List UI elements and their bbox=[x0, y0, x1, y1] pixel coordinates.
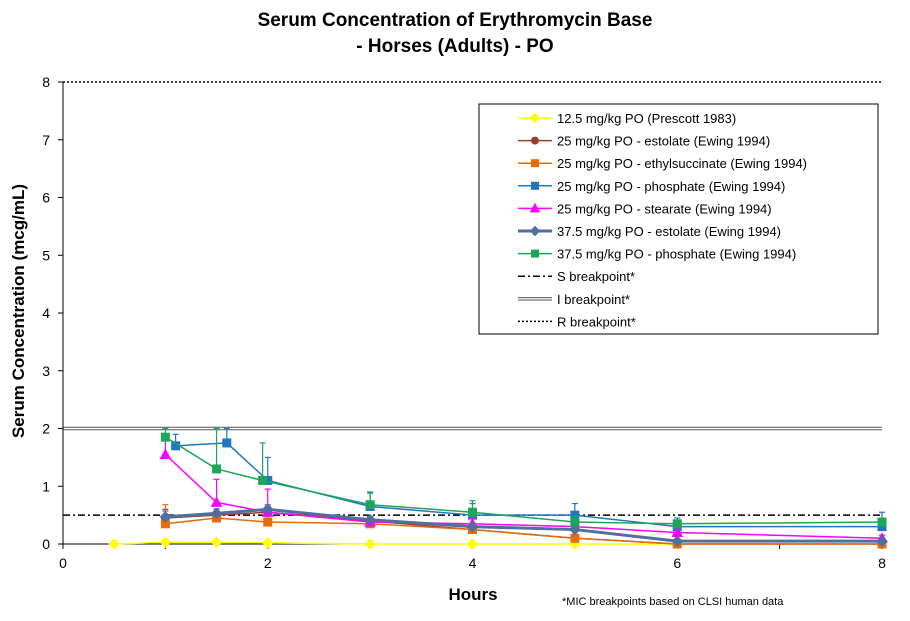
data-point bbox=[876, 535, 888, 547]
data-point bbox=[212, 464, 222, 474]
x-axis-label: Hours bbox=[448, 585, 497, 604]
series-line bbox=[165, 507, 882, 543]
legend-swatch-marker bbox=[531, 249, 539, 258]
data-point bbox=[570, 517, 580, 527]
series-line bbox=[175, 442, 882, 528]
y-tick-label: 4 bbox=[42, 305, 50, 321]
y-tick-label: 5 bbox=[42, 247, 50, 263]
chart-title-line-2: - Horses (Adults) - PO bbox=[356, 36, 553, 57]
legend-label: S breakpoint* bbox=[557, 269, 635, 284]
data-point bbox=[210, 496, 223, 507]
legend-swatch-marker bbox=[531, 136, 539, 145]
x-tick-label: 2 bbox=[264, 555, 272, 571]
y-tick-label: 0 bbox=[42, 536, 50, 552]
x-tick-label: 4 bbox=[469, 555, 477, 571]
data-point bbox=[466, 520, 479, 533]
data-point bbox=[262, 503, 274, 516]
legend-item-3: 25 mg/kg PO - ethylsuccinate (Ewing 1994… bbox=[518, 156, 807, 171]
data-point bbox=[263, 517, 273, 527]
legend-item-9: I breakpoint* bbox=[518, 292, 630, 307]
y-tick-label: 3 bbox=[42, 363, 50, 379]
data-point bbox=[159, 511, 172, 523]
y-tick-label: 1 bbox=[42, 478, 50, 494]
data-point bbox=[210, 507, 223, 520]
series-7 bbox=[160, 427, 887, 529]
chart-title-line-1: Serum Concentration of Erythromycin Base bbox=[258, 10, 653, 31]
data-point bbox=[877, 517, 887, 527]
legend-swatch-marker bbox=[529, 202, 541, 213]
legend-label: 12.5 mg/kg PO (Prescott 1983) bbox=[557, 111, 736, 126]
legend-swatch-marker bbox=[531, 159, 539, 168]
legend-item-6: 37.5 mg/kg PO - estolate (Ewing 1994) bbox=[518, 224, 781, 239]
legend-label: 25 mg/kg PO - estolate (Ewing 1994) bbox=[557, 134, 770, 149]
data-point bbox=[159, 536, 172, 548]
x-tick-label: 0 bbox=[59, 555, 67, 571]
legend-item-8: S breakpoint* bbox=[518, 269, 635, 284]
series-line bbox=[164, 436, 883, 525]
legend: 12.5 mg/kg PO (Prescott 1983) 25 mg/kg PO… bbox=[518, 111, 807, 329]
data-point bbox=[210, 536, 223, 548]
legend-swatch-marker bbox=[529, 112, 541, 124]
series-layer bbox=[108, 427, 888, 550]
legend-item-10: R breakpoint* bbox=[518, 314, 636, 329]
y-tick-label: 6 bbox=[42, 190, 50, 206]
legend-item-4: 25 mg/kg PO - phosphate (Ewing 1994) bbox=[518, 179, 785, 194]
y-tick-label: 7 bbox=[42, 132, 50, 148]
legend-label: 37.5 mg/kg PO - estolate (Ewing 1994) bbox=[557, 224, 781, 239]
series-line bbox=[114, 541, 678, 545]
data-point bbox=[364, 538, 376, 550]
legend-box bbox=[478, 103, 879, 335]
y-axis-label: Serum Concentration (mcg/mL) bbox=[9, 184, 28, 438]
data-point bbox=[222, 438, 232, 448]
x-tick-label: 6 bbox=[673, 555, 681, 571]
data-point bbox=[466, 538, 479, 550]
data-point bbox=[108, 538, 120, 550]
legend-label: 37.5 mg/kg PO - phosphate (Ewing 1994) bbox=[557, 247, 796, 262]
legend-label: I breakpoint* bbox=[557, 292, 630, 307]
legend-swatch-marker bbox=[529, 225, 541, 237]
data-point bbox=[569, 523, 581, 536]
legend-label: 25 mg/kg PO - phosphate (Ewing 1994) bbox=[557, 179, 785, 194]
ref-line-2 bbox=[63, 426, 882, 431]
legend-label: 25 mg/kg PO - ethylsuccinate (Ewing 1994… bbox=[557, 156, 807, 171]
legend-swatch-line bbox=[518, 297, 552, 301]
data-point bbox=[365, 500, 375, 510]
data-point bbox=[672, 519, 682, 529]
data-point bbox=[262, 537, 274, 549]
legend-item-2: 25 mg/kg PO - estolate (Ewing 1994) bbox=[518, 134, 770, 149]
data-point bbox=[671, 535, 683, 547]
y-tick-label: 8 bbox=[42, 74, 50, 90]
footnote: *MIC breakpoints based on CLSI human dat… bbox=[562, 596, 784, 608]
legend-swatch-marker bbox=[531, 181, 539, 190]
data-point bbox=[364, 514, 376, 526]
series-line bbox=[164, 453, 883, 539]
data-point bbox=[570, 533, 580, 543]
legend-item-7: 37.5 mg/kg PO - phosphate (Ewing 1994) bbox=[518, 247, 796, 262]
x-tick-label: 8 bbox=[878, 555, 886, 571]
data-point bbox=[159, 448, 172, 459]
legend-item-1: 12.5 mg/kg PO (Prescott 1983) bbox=[518, 111, 736, 126]
y-tick-label: 2 bbox=[42, 421, 50, 437]
series-6 bbox=[159, 503, 888, 547]
legend-label: 25 mg/kg PO - stearate (Ewing 1994) bbox=[557, 201, 772, 216]
legend-label: R breakpoint* bbox=[557, 314, 636, 329]
data-point bbox=[160, 432, 170, 442]
legend-item-5: 25 mg/kg PO - stearate (Ewing 1994) bbox=[518, 201, 772, 216]
series-line bbox=[165, 517, 882, 545]
data-point bbox=[468, 507, 477, 517]
data-point bbox=[258, 475, 268, 485]
